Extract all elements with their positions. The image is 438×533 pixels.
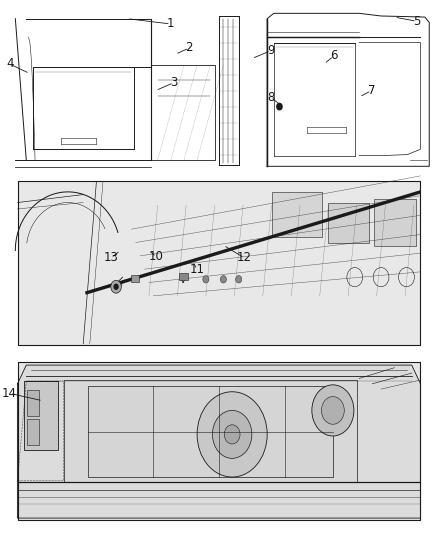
Circle shape (312, 385, 354, 436)
Text: 8: 8 (267, 91, 274, 103)
FancyBboxPatch shape (18, 362, 420, 520)
Text: 11: 11 (190, 263, 205, 276)
Circle shape (277, 103, 282, 110)
FancyBboxPatch shape (131, 275, 139, 282)
Circle shape (203, 276, 209, 283)
Text: 14: 14 (2, 387, 17, 400)
FancyBboxPatch shape (179, 273, 188, 280)
FancyBboxPatch shape (64, 380, 357, 482)
Circle shape (224, 425, 240, 444)
Circle shape (220, 276, 226, 283)
Text: 10: 10 (149, 251, 164, 263)
Circle shape (321, 397, 344, 424)
Circle shape (212, 410, 252, 458)
Text: 13: 13 (103, 252, 118, 264)
FancyBboxPatch shape (18, 181, 420, 345)
FancyBboxPatch shape (27, 390, 39, 416)
FancyBboxPatch shape (272, 192, 322, 237)
Text: 2: 2 (185, 42, 193, 54)
Text: 5: 5 (413, 15, 420, 28)
Text: 4: 4 (6, 58, 14, 70)
Text: 6: 6 (330, 50, 338, 62)
Text: 12: 12 (237, 252, 252, 264)
Text: 7: 7 (367, 84, 375, 97)
FancyBboxPatch shape (27, 419, 39, 445)
FancyArrowPatch shape (182, 280, 184, 283)
FancyBboxPatch shape (374, 199, 416, 246)
FancyBboxPatch shape (88, 386, 333, 477)
Text: 9: 9 (267, 44, 275, 57)
Polygon shape (18, 365, 420, 518)
Circle shape (113, 284, 119, 290)
Circle shape (236, 276, 242, 283)
Circle shape (197, 392, 267, 477)
FancyBboxPatch shape (328, 203, 369, 243)
Text: 1: 1 (167, 18, 175, 30)
FancyBboxPatch shape (24, 381, 58, 450)
Circle shape (111, 280, 121, 293)
Text: 3: 3 (170, 76, 177, 89)
